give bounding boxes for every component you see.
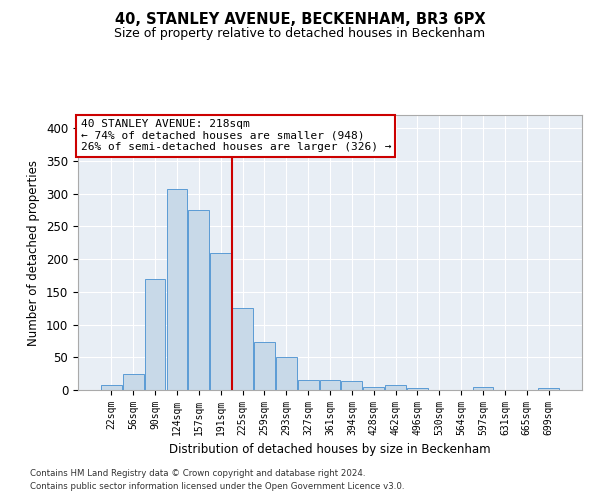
Y-axis label: Number of detached properties: Number of detached properties [28, 160, 40, 346]
Bar [276, 358, 296, 390]
Text: 40 STANLEY AVENUE: 218sqm
← 74% of detached houses are smaller (948)
26% of semi: 40 STANLEY AVENUE: 218sqm ← 74% of detac… [80, 119, 391, 152]
Bar [232, 308, 253, 390]
Bar [167, 189, 187, 390]
Bar [538, 388, 559, 390]
Bar [123, 374, 143, 390]
Text: Contains public sector information licensed under the Open Government Licence v3: Contains public sector information licen… [30, 482, 404, 491]
Bar [385, 385, 406, 390]
Bar [210, 252, 231, 390]
Bar [364, 386, 384, 390]
Bar [320, 380, 340, 390]
Bar [473, 388, 493, 390]
Text: 40, STANLEY AVENUE, BECKENHAM, BR3 6PX: 40, STANLEY AVENUE, BECKENHAM, BR3 6PX [115, 12, 485, 28]
Bar [188, 210, 209, 390]
Bar [341, 381, 362, 390]
Bar [407, 388, 428, 390]
X-axis label: Distribution of detached houses by size in Beckenham: Distribution of detached houses by size … [169, 444, 491, 456]
Bar [298, 380, 319, 390]
Text: Size of property relative to detached houses in Beckenham: Size of property relative to detached ho… [115, 28, 485, 40]
Text: Contains HM Land Registry data © Crown copyright and database right 2024.: Contains HM Land Registry data © Crown c… [30, 468, 365, 477]
Bar [254, 342, 275, 390]
Bar [101, 386, 122, 390]
Bar [145, 278, 166, 390]
